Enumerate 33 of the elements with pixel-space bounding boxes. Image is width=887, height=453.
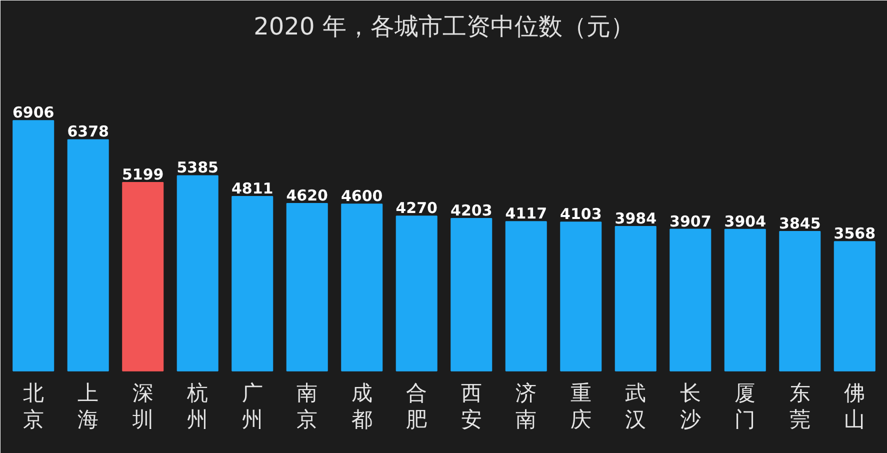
- data-label: 5199: [122, 165, 164, 184]
- data-label: 6378: [67, 122, 109, 141]
- x-tick-label: 长沙: [680, 380, 701, 432]
- x-tick-label: 上海: [78, 380, 99, 432]
- x-tick-label: 北京: [22, 380, 44, 432]
- data-label: 3568: [834, 224, 876, 243]
- data-label: 3907: [670, 212, 712, 230]
- data-label: 4600: [340, 187, 383, 206]
- x-tick-label: 杭州: [186, 380, 208, 432]
- x-tick-label: 合肥: [406, 380, 428, 432]
- data-label: 3984: [614, 210, 657, 228]
- x-tick-label: 东莞: [789, 380, 810, 432]
- data-label: 4117: [505, 204, 548, 223]
- data-label: 3904: [724, 212, 766, 230]
- data-label: 4103: [560, 205, 602, 224]
- x-tick-label: 广州: [242, 380, 263, 432]
- x-tick-label: 深圳: [131, 380, 154, 432]
- x-tick-label: 武汉: [625, 380, 646, 432]
- data-label: 4620: [286, 186, 328, 204]
- data-label: 4270: [396, 199, 438, 218]
- x-tick-label: 重庆: [570, 380, 592, 432]
- data-label: 6906: [12, 104, 54, 122]
- chart-title: 2020 年，各城市工资中位数（元）: [254, 12, 634, 40]
- x-tick-label: 佛山: [844, 380, 866, 432]
- x-tick-label: 成都: [351, 380, 372, 432]
- x-tick-label: 南京: [296, 380, 318, 432]
- data-label: 4811: [231, 180, 274, 198]
- data-label: 5385: [176, 158, 218, 177]
- x-tick-label: 厦门: [734, 380, 756, 432]
- x-tick-label: 西安: [460, 380, 482, 432]
- data-label: 4203: [450, 202, 492, 220]
- x-tick-label: 济南: [516, 380, 537, 432]
- data-label: 3845: [779, 214, 821, 233]
